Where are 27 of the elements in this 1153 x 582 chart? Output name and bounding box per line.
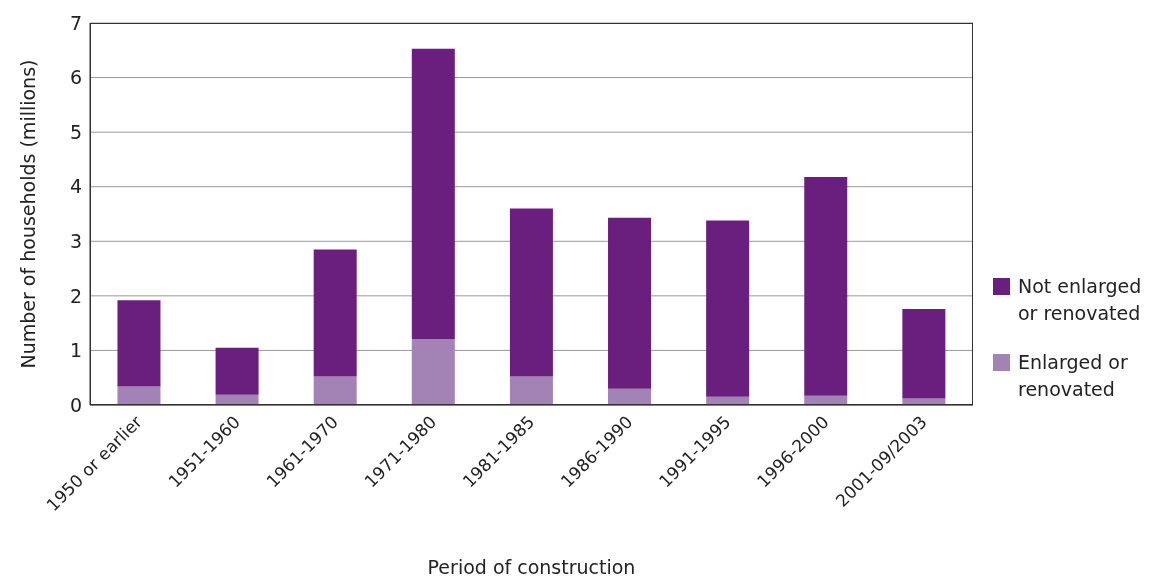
bar (117, 300, 161, 387)
y-tick-label: 1 (69, 339, 82, 362)
bar (902, 308, 946, 399)
bar (313, 249, 357, 377)
y-tick-label: 7 (69, 11, 82, 34)
y-tick-label: 2 (69, 284, 82, 307)
bar (902, 398, 946, 405)
bar (706, 220, 750, 397)
y-axis-title: Number of households (millions) (17, 58, 39, 371)
bar (804, 176, 848, 396)
bar (509, 208, 553, 377)
bar (608, 217, 652, 389)
bar (215, 347, 259, 395)
bar (117, 386, 161, 405)
legend-label: Not enlarged or renovated (1018, 274, 1143, 326)
y-tick-label: 5 (69, 120, 82, 143)
x-axis-title: Period of construction (426, 556, 637, 578)
y-tick-label: 4 (69, 175, 82, 198)
bar (411, 48, 455, 339)
bar (608, 388, 652, 405)
y-tick-label: 6 (69, 66, 82, 89)
y-tick-label: 3 (69, 230, 82, 253)
bar (313, 376, 357, 405)
y-tick-label: 0 (69, 393, 82, 416)
bar (509, 376, 553, 405)
legend-label: Enlarged or renovated (1018, 350, 1129, 402)
bar (411, 338, 455, 405)
